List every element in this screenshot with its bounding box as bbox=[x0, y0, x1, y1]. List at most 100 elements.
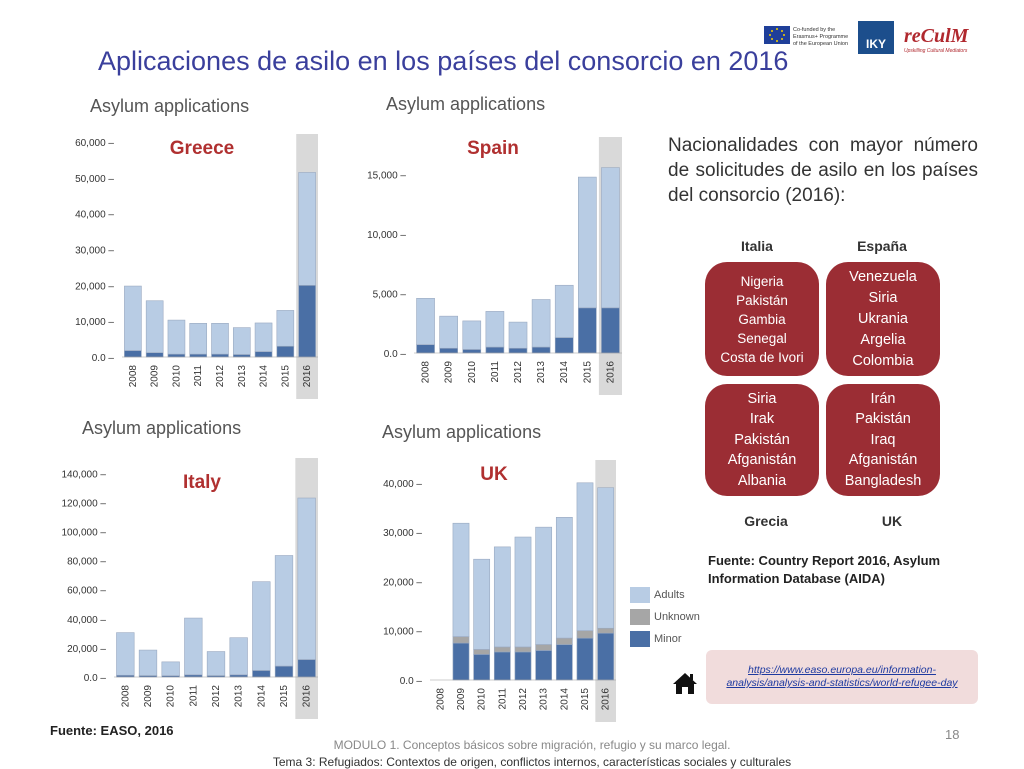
chart-title-3: UK bbox=[480, 464, 508, 485]
x-tick-label-2-4: 2012 bbox=[211, 685, 222, 708]
bar-spain-2012-adults bbox=[508, 321, 528, 349]
x-tick-label-0-5: 2013 bbox=[237, 365, 248, 388]
footer-topic: Tema 3: Refugiados: Contextos de origen,… bbox=[272, 755, 792, 769]
y-tick-label-1-2: 10,000 – bbox=[367, 230, 406, 241]
bar-italy-2008-adults bbox=[116, 632, 135, 676]
bar-italy-2011-adults bbox=[184, 617, 203, 676]
bar-spain-2016-minor bbox=[601, 307, 620, 354]
bar-uk-2016-unknown bbox=[597, 627, 615, 634]
uk-country-4: Bangladesh bbox=[844, 472, 922, 489]
bar-greece-2010-minor bbox=[167, 353, 186, 358]
bar-greece-2010-adults bbox=[167, 319, 186, 355]
uk-country-2: Iraq bbox=[870, 431, 896, 448]
grecia-country-1: Irak bbox=[749, 411, 775, 428]
bar-uk-2009-minor bbox=[452, 642, 470, 681]
bar-greece-2009-adults bbox=[145, 300, 164, 354]
x-tick-label-1-7: 2015 bbox=[582, 361, 593, 384]
y-tick-label-2-1: 20,000 – bbox=[67, 644, 106, 655]
y-tick-label-0-6: 60,000 – bbox=[75, 138, 114, 149]
y-tick-label-2-2: 40,000 – bbox=[67, 615, 106, 626]
box-uk: Irán Pakistán Iraq Afganistán Bangladesh bbox=[826, 384, 940, 496]
italia-country-4: Costa de Ivori bbox=[720, 349, 804, 365]
x-tick-label-0-6: 2014 bbox=[259, 365, 270, 388]
italia-country-0: Nigeria bbox=[740, 273, 784, 289]
bar-italy-2014-minor bbox=[252, 670, 271, 678]
x-tick-label-3-0: 2008 bbox=[435, 688, 446, 711]
grecia-country-3: Afganistán bbox=[727, 452, 797, 469]
y-tick-label-0-2: 20,000 – bbox=[75, 281, 114, 292]
italia-country-2: Gambia bbox=[738, 311, 786, 327]
x-tick-label-1-4: 2012 bbox=[513, 361, 524, 384]
chart-header-1: Asylum applications bbox=[386, 94, 545, 114]
nationalities-intro: Nacionalidades con mayor número de solic… bbox=[668, 135, 978, 206]
legend-adults: Adults bbox=[654, 589, 685, 601]
slide-title: Aplicaciones de asilo en los países del … bbox=[98, 46, 789, 76]
bar-uk-2015-minor bbox=[576, 637, 594, 681]
x-tick-label-0-8: 2016 bbox=[302, 365, 313, 388]
bar-uk-2016-minor bbox=[597, 632, 615, 681]
bar-uk-2015-adults bbox=[576, 482, 594, 631]
bar-uk-2009-adults bbox=[452, 522, 470, 637]
x-tick-label-0-3: 2011 bbox=[193, 365, 204, 387]
bar-uk-2013-unknown bbox=[535, 644, 553, 651]
chart-svg-3: Asylum applications UK 0.0 – 10,000 – 20,000… bbox=[382, 422, 616, 722]
chart-uk: Asylum applications UK 0.0 – 10,000 – 20,000… bbox=[352, 418, 632, 723]
x-tick-label-3-6: 2014 bbox=[559, 688, 570, 711]
legend-unknown-swatch bbox=[630, 609, 650, 625]
bar-spain-2015-minor bbox=[578, 307, 597, 354]
bar-greece-2012-minor bbox=[211, 353, 229, 358]
chart-header-2: Asylum applications bbox=[82, 418, 241, 438]
x-tick-label-1-0: 2008 bbox=[421, 361, 432, 384]
x-tick-label-2-6: 2014 bbox=[256, 685, 267, 708]
bar-greece-2016-minor bbox=[298, 285, 316, 358]
italia-country-3: Senegal bbox=[737, 330, 787, 346]
chart-title-2: Italy bbox=[183, 472, 221, 493]
espana-country-1: Siria bbox=[868, 289, 898, 306]
espana-country-0: Venezuela bbox=[849, 268, 917, 285]
x-tick-label-3-2: 2010 bbox=[477, 688, 488, 711]
home-icon[interactable] bbox=[672, 671, 698, 695]
bar-uk-2015-unknown bbox=[576, 630, 594, 639]
erasmus-text-1: Co-funded by the bbox=[793, 27, 835, 33]
espana-country-4: Colombia bbox=[852, 352, 914, 369]
uk-country-3: Afganistán bbox=[848, 452, 918, 469]
y-tick-label-0-0: 0.0 – bbox=[92, 353, 115, 364]
y-tick-label-2-4: 80,000 – bbox=[67, 557, 106, 568]
bar-greece-2012-adults bbox=[211, 323, 229, 355]
bar-spain-2016-adults bbox=[601, 167, 620, 309]
chart-svg-2: Asylum applications Italy 0.0 – 20,000 – 40,… bbox=[62, 418, 318, 719]
x-tick-label-0-4: 2012 bbox=[215, 365, 226, 388]
heading-uk: UK bbox=[881, 513, 903, 529]
espana-country-2: Ukrania bbox=[858, 310, 908, 327]
bar-uk-2016-adults bbox=[597, 487, 615, 629]
bar-italy-2009-adults bbox=[138, 649, 158, 676]
bar-uk-2012-minor bbox=[514, 651, 532, 681]
bar-italy-2015-adults bbox=[274, 555, 294, 667]
bar-uk-2012-unknown bbox=[514, 646, 532, 653]
uk-country-1: Pakistán bbox=[855, 411, 911, 428]
bar-spain-2009-adults bbox=[439, 315, 458, 349]
bar-spain-2011-adults bbox=[485, 311, 505, 348]
bar-uk-2011-unknown bbox=[493, 646, 511, 653]
easo-link[interactable]: https://www.easo.europa.eu/information-a… bbox=[726, 664, 958, 689]
box-grecia: Siria Irak Pakistán Afganistán Albania bbox=[705, 384, 819, 496]
chart-header-0: Asylum applications bbox=[90, 96, 249, 116]
chart-legend: Adults Unknown Minor bbox=[630, 584, 700, 650]
bar-italy-2012-adults bbox=[206, 651, 226, 676]
y-tick-label-1-1: 5,000 – bbox=[373, 290, 407, 301]
bar-italy-2016-minor bbox=[297, 659, 316, 678]
bar-spain-2012-minor bbox=[508, 347, 528, 354]
bar-uk-2011-minor bbox=[493, 651, 511, 681]
reculm-label: reCulM bbox=[904, 25, 970, 47]
y-tick-label-2-7: 140,000 – bbox=[62, 469, 107, 480]
source-aida: Fuente: Country Report 2016, Asylum Info… bbox=[708, 553, 941, 586]
bar-uk-2010-minor bbox=[473, 654, 491, 681]
y-tick-label-3-1: 10,000 – bbox=[383, 627, 422, 638]
y-tick-label-0-4: 40,000 – bbox=[75, 210, 114, 221]
bar-uk-2010-unknown bbox=[473, 649, 491, 655]
bar-spain-2015-adults bbox=[578, 176, 597, 309]
bar-uk-2013-minor bbox=[535, 650, 553, 681]
y-tick-label-2-6: 120,000 – bbox=[62, 498, 107, 509]
reculm-sub: Upskilling Cultural Mediators bbox=[904, 48, 968, 54]
x-tick-label-3-3: 2011 bbox=[497, 688, 508, 710]
